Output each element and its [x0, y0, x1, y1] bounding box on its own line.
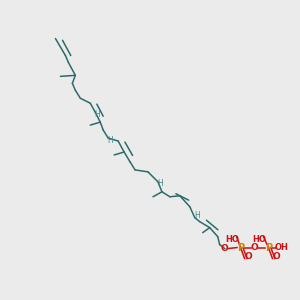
Text: H: H [194, 211, 200, 220]
Text: O: O [272, 252, 280, 261]
Text: O: O [221, 244, 229, 253]
Text: O: O [244, 252, 252, 261]
Text: H: H [107, 136, 113, 145]
Text: P: P [237, 242, 244, 253]
Text: H: H [157, 179, 163, 188]
Text: HO: HO [252, 235, 266, 244]
Text: HO: HO [225, 235, 239, 244]
Text: OH: OH [275, 243, 289, 252]
Text: P: P [265, 242, 272, 253]
Text: H: H [94, 110, 100, 119]
Text: O: O [250, 243, 258, 252]
